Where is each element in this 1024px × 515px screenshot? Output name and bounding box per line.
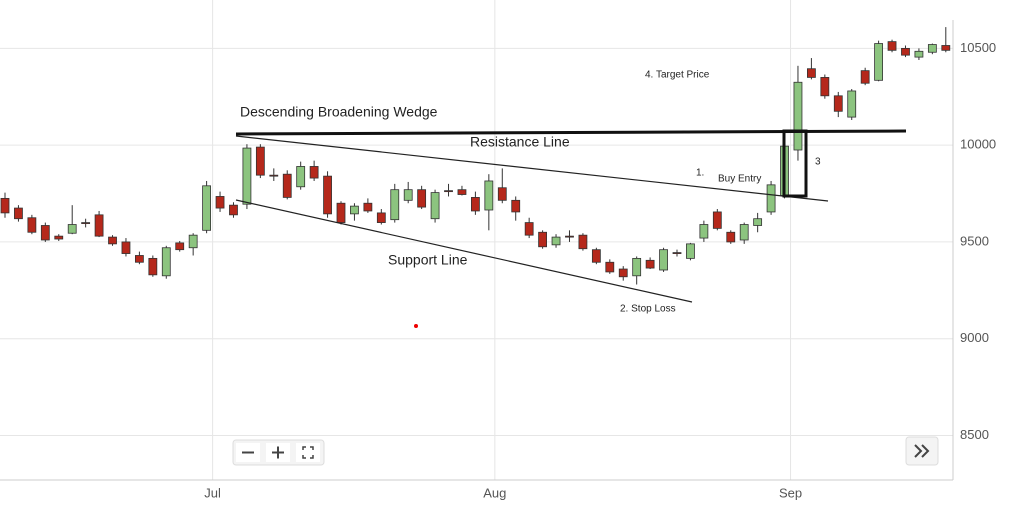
- candle-body: [255, 146, 265, 176]
- candle-body: [591, 249, 601, 263]
- candle-body: [726, 231, 736, 243]
- candle-body: [874, 43, 883, 81]
- candle-body: [565, 235, 574, 238]
- annotation: 4. Target Price: [645, 70, 710, 81]
- y-tick-label: 10500: [960, 40, 996, 55]
- candle-body: [672, 252, 682, 254]
- candle-body: [121, 241, 131, 254]
- candle-body: [148, 257, 158, 276]
- candle-body: [350, 205, 359, 215]
- x-tick-label: Aug: [483, 485, 506, 500]
- resistance-line: [235, 135, 829, 202]
- candle-body: [712, 211, 722, 229]
- annotation: Resistance Line: [470, 134, 570, 150]
- candle-body: [914, 50, 924, 58]
- candle-body: [27, 217, 37, 233]
- candle-body: [161, 247, 171, 277]
- candle-body: [54, 235, 64, 240]
- grid: [0, 0, 953, 480]
- candle-body: [551, 236, 561, 246]
- y-tick-label: 9000: [960, 330, 989, 345]
- candle-body: [686, 243, 695, 259]
- candle-body: [417, 189, 427, 208]
- candle-body: [820, 77, 830, 97]
- candle-body: [645, 259, 655, 269]
- annotations: Descending Broadening Wedge Resistance L…: [235, 70, 907, 328]
- candle-body: [901, 47, 910, 56]
- dot: [414, 324, 418, 328]
- candle-body: [269, 174, 279, 177]
- candle-body: [444, 190, 453, 193]
- candle-body: [363, 202, 373, 212]
- candle-body: [336, 202, 346, 223]
- candle-body: [390, 189, 400, 221]
- candle-body: [188, 234, 198, 249]
- candle-body: [309, 166, 319, 179]
- y-tick-label: 8500: [960, 427, 989, 442]
- candle-body: [511, 199, 521, 213]
- candle-body: [860, 70, 870, 84]
- annotation: Descending Broadening Wedge: [240, 104, 438, 120]
- candle-body: [739, 224, 749, 241]
- candle-body: [833, 95, 843, 112]
- x-tick-label: Sep: [779, 485, 802, 500]
- candle-body: [699, 224, 709, 239]
- candle-body: [14, 207, 23, 220]
- candle-body: [108, 236, 117, 245]
- candle-body: [457, 189, 467, 195]
- fullscreen-icon: [302, 446, 314, 459]
- candle-body: [430, 192, 440, 220]
- candle-body: [753, 218, 763, 226]
- annotation: Buy Entry: [718, 174, 761, 185]
- y-tick-label: 10000: [960, 137, 996, 152]
- candle-body: [847, 90, 857, 118]
- candle-body: [67, 224, 77, 234]
- candle-body: [605, 261, 615, 273]
- candle-body: [887, 41, 897, 51]
- chevrons-icon: [914, 444, 930, 458]
- candle-body: [0, 197, 10, 214]
- candle-body: [403, 189, 413, 201]
- candle-body: [40, 225, 50, 241]
- candle-body: [323, 175, 332, 215]
- candle-body: [94, 214, 104, 237]
- candles: [0, 27, 951, 285]
- zoom-controls: [232, 436, 939, 466]
- x-tick-label: Jul: [204, 485, 221, 500]
- candle-body: [659, 249, 668, 271]
- candle-body: [202, 185, 212, 231]
- candle-body: [282, 173, 292, 198]
- candle-body: [484, 180, 494, 211]
- candle-body: [793, 81, 803, 151]
- annotation: 1.: [696, 168, 704, 179]
- annotation: Support Line: [388, 252, 468, 268]
- annotation: 3: [815, 157, 821, 168]
- candle-body: [766, 184, 776, 213]
- candle-body: [296, 166, 306, 188]
- annotation: 2. Stop Loss: [620, 304, 676, 315]
- candle-body: [470, 197, 480, 212]
- fullscreen-button[interactable]: [296, 443, 320, 462]
- candle-body: [229, 204, 238, 216]
- candle-body: [941, 45, 951, 51]
- support-line: [235, 199, 693, 303]
- candle-body: [134, 255, 144, 263]
- candle-body: [524, 222, 534, 236]
- candle-body: [927, 44, 937, 53]
- candle-body: [376, 212, 386, 223]
- y-tick-label: 9500: [960, 233, 989, 248]
- candle-body: [632, 257, 642, 277]
- candle-body: [807, 68, 816, 78]
- candle-body: [538, 231, 547, 248]
- candle-body: [81, 222, 91, 224]
- candle-body: [618, 268, 628, 278]
- entry-box: [782, 129, 808, 198]
- candle-body: [497, 187, 507, 201]
- candle-body: [215, 196, 225, 209]
- candle-body: [242, 147, 252, 205]
- candle-body: [175, 242, 185, 251]
- candle-body: [578, 234, 588, 250]
